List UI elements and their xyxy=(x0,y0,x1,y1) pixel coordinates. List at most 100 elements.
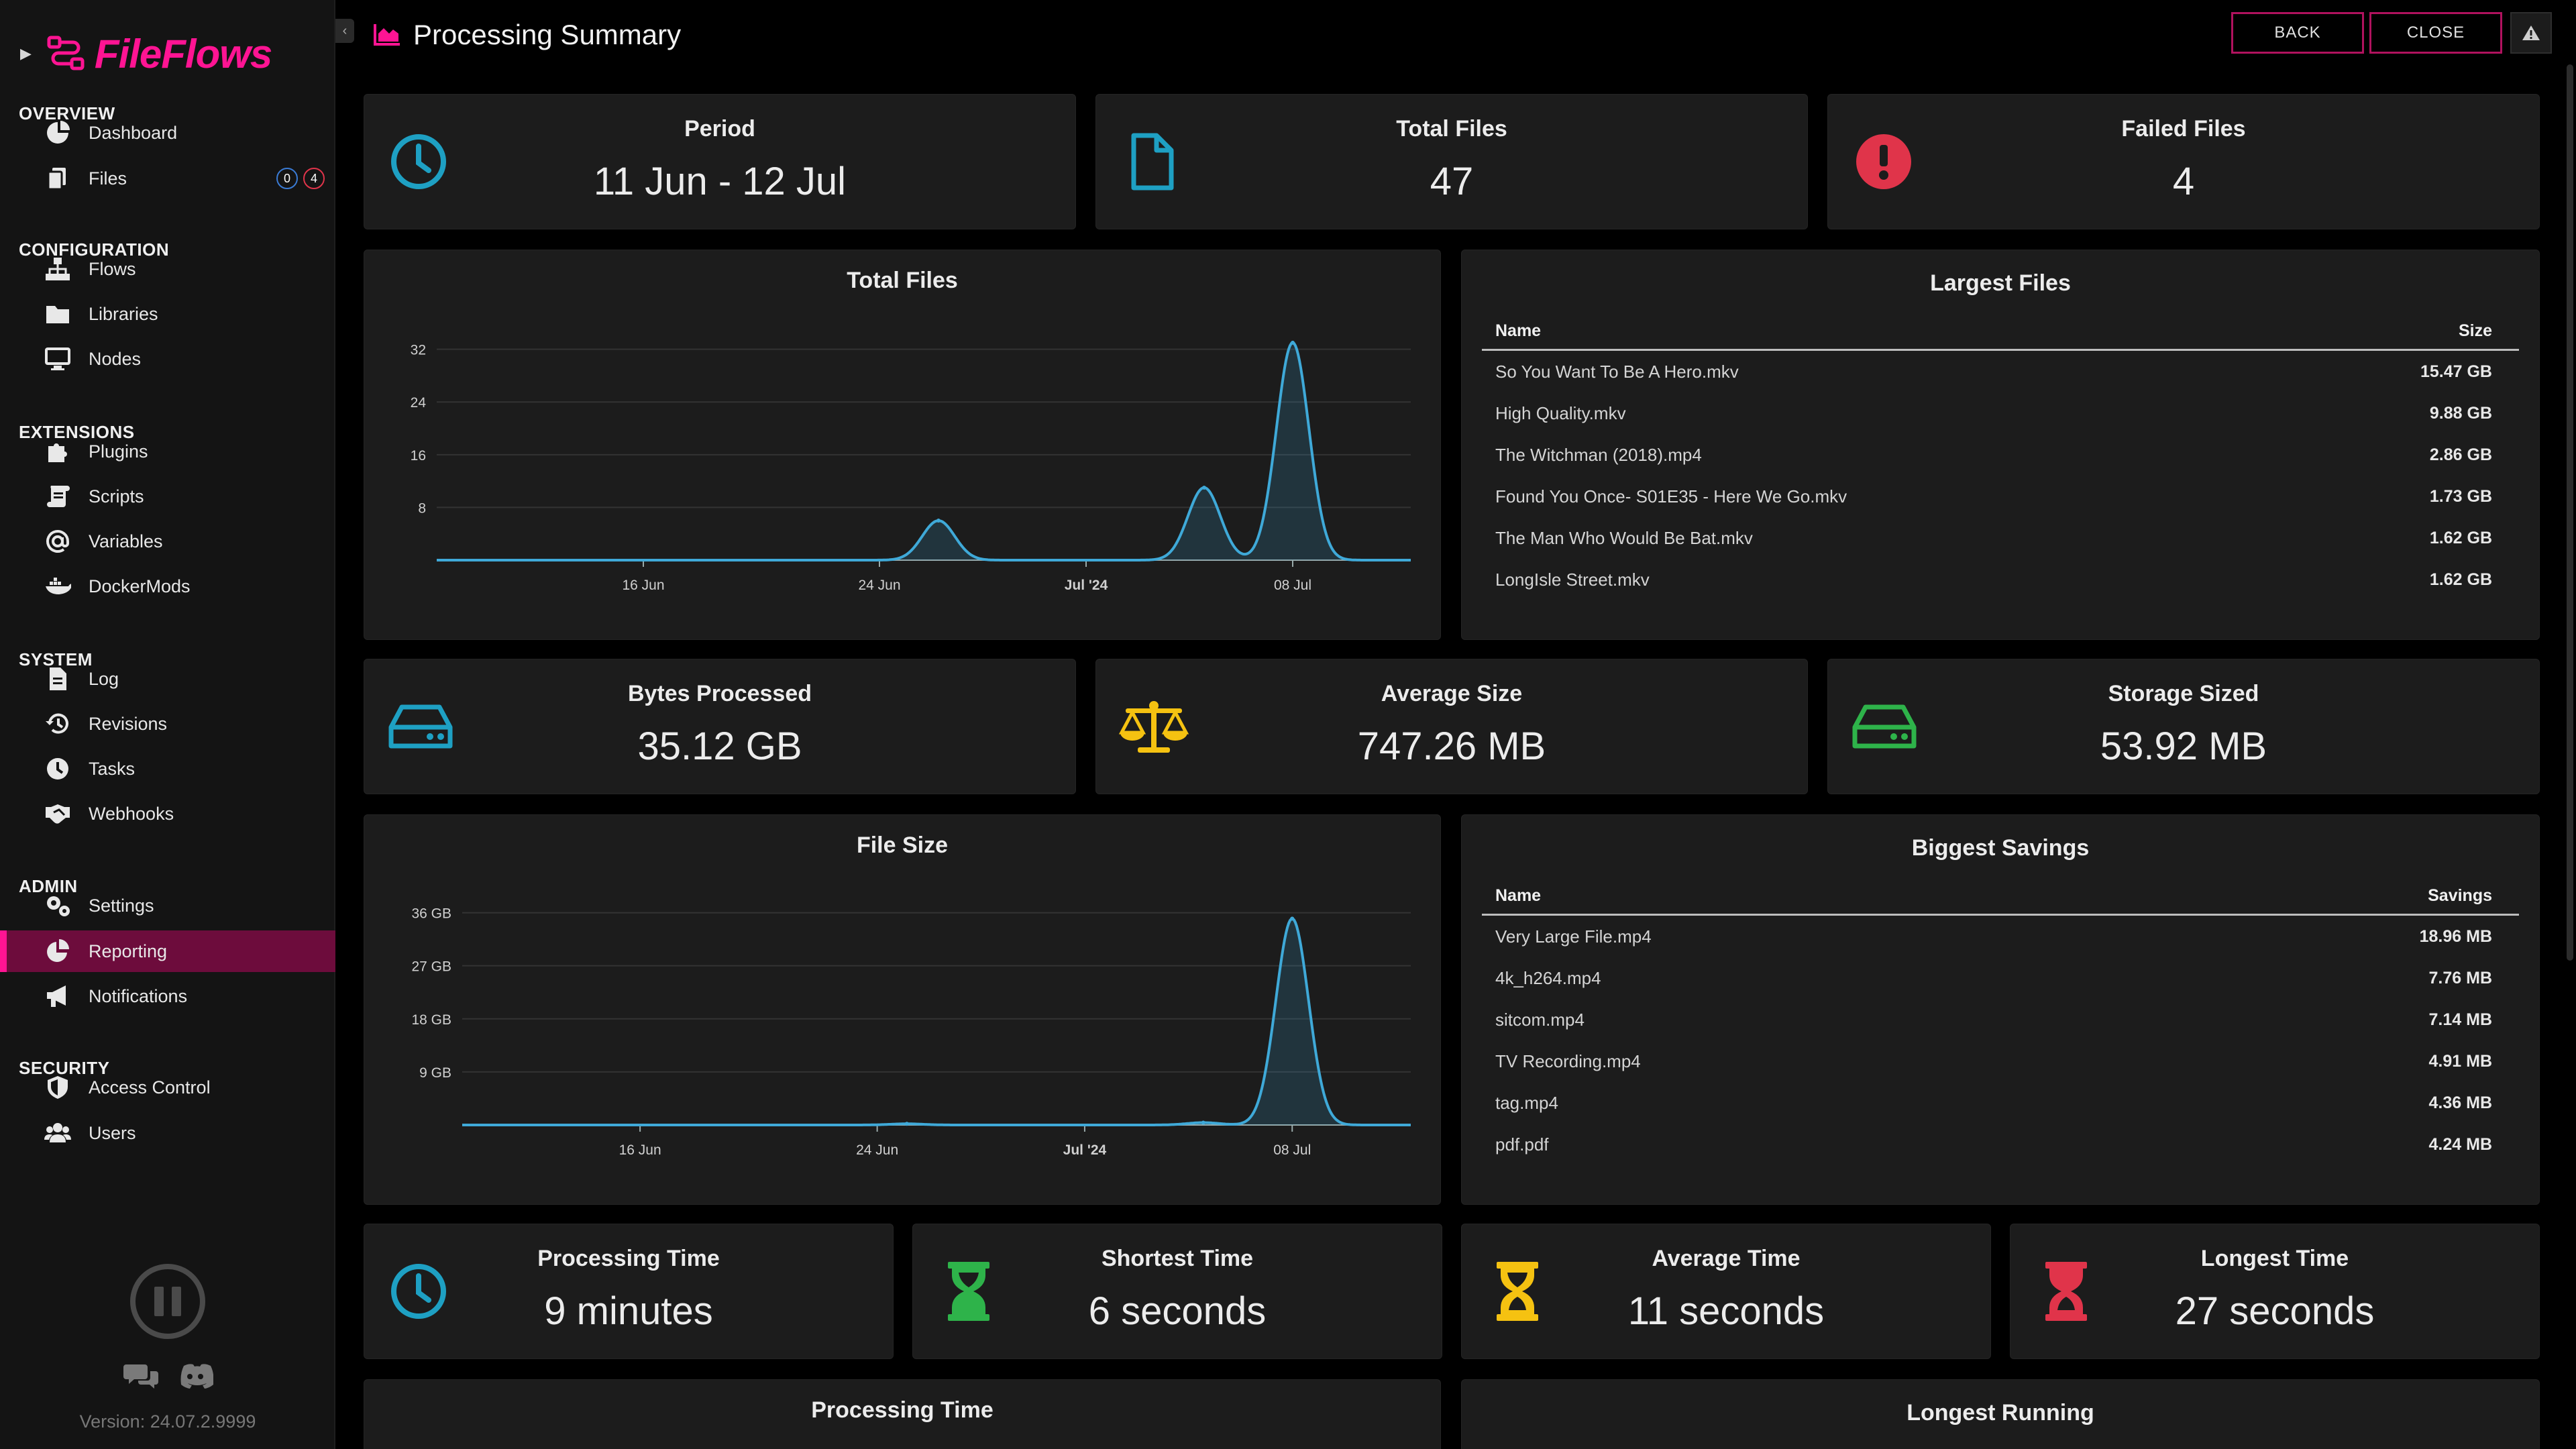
stat-label: Shortest Time xyxy=(1101,1246,1254,1271)
sidebar-item-label: Access Control xyxy=(89,1077,211,1097)
cell-name: The Man Who Would Be Bat.mkv xyxy=(1495,527,1753,548)
cell-name: Very Large File.mp4 xyxy=(1495,926,1652,947)
y-tick-label: 24 xyxy=(411,395,427,411)
table-row[interactable]: TV Recording.mp4 4.91 MB xyxy=(1482,1040,2519,1082)
stat-label: Storage Sized xyxy=(2108,681,2259,706)
x-tick-label: Jul '24 xyxy=(1063,1142,1107,1158)
data-point[interactable] xyxy=(1290,916,1295,921)
page-scrollbar[interactable] xyxy=(2567,64,2573,961)
sidebar-item-settings[interactable]: Settings xyxy=(0,885,335,926)
table-row[interactable]: The Man Who Would Be Bat.mkv 1.62 GB xyxy=(1482,517,2519,559)
stat-value: 747.26 MB xyxy=(1357,724,1546,768)
sidebar-item-label: Flows xyxy=(89,258,136,279)
folder-icon xyxy=(44,301,71,327)
sidebar-item-revisions[interactable]: Revisions xyxy=(0,703,335,745)
table-row[interactable]: 4k_h264.mp4 7.76 MB xyxy=(1482,957,2519,999)
file-lines-icon xyxy=(44,665,71,692)
cell-value: 7.76 MB xyxy=(2428,968,2492,987)
forum-icon[interactable] xyxy=(123,1362,160,1390)
app-logo[interactable]: ▶ FileFlows xyxy=(20,32,272,76)
y-tick-label: 32 xyxy=(411,343,426,358)
discord-icon[interactable] xyxy=(177,1362,213,1390)
sidebar-item-nodes[interactable]: Nodes xyxy=(0,338,335,380)
table-row[interactable]: Found You Once- S01E35 - Here We Go.mkv 1… xyxy=(1482,476,2519,517)
card-title: Biggest Savings xyxy=(1911,835,2090,861)
cell-value: 4.36 MB xyxy=(2428,1093,2492,1112)
sidebar-item-webhooks[interactable]: Webhooks xyxy=(0,793,335,835)
section-title-security: SECURITY xyxy=(19,1058,110,1078)
sidebar-item-plugins[interactable]: Plugins xyxy=(0,431,335,472)
pause-button[interactable] xyxy=(130,1264,205,1339)
column-header-name[interactable]: Name xyxy=(1495,886,1542,905)
desktop-icon xyxy=(44,345,71,372)
stat-label: Average Time xyxy=(1652,1246,1801,1271)
data-point[interactable] xyxy=(904,1122,909,1126)
stat-card-average-size: Average Size 747.26 MB xyxy=(1095,659,1808,794)
sidebar-item-files[interactable]: Files 0 4 xyxy=(0,158,335,199)
x-tick-label: 08 Jul xyxy=(1274,578,1311,593)
handshake-icon xyxy=(44,800,71,827)
table-row[interactable]: High Quality.mkv 9.88 GB xyxy=(1482,392,2519,434)
card-title: Largest Files xyxy=(1930,270,2071,296)
data-point[interactable] xyxy=(1201,1120,1205,1125)
sidebar-item-log[interactable]: Log xyxy=(0,658,335,700)
sidebar: ▶ FileFlows OVERVIEW Dashboard Files 0 4 CONF… xyxy=(0,0,335,1449)
y-tick-label: 18 GB xyxy=(411,1012,451,1028)
collapse-sidebar-button[interactable]: ‹ xyxy=(335,19,354,43)
sidebar-item-reporting[interactable]: Reporting xyxy=(0,930,335,972)
back-button[interactable]: BACK xyxy=(2231,12,2364,54)
history-icon xyxy=(44,710,71,737)
sidebar-item-scripts[interactable]: Scripts xyxy=(0,476,335,517)
table-row[interactable]: Very Large File.mp4 18.96 MB xyxy=(1482,916,2519,957)
sitemap-icon xyxy=(44,256,71,282)
section-title-system: SYSTEM xyxy=(19,649,93,669)
file-icon xyxy=(1131,133,1174,191)
y-tick-label: 27 GB xyxy=(411,959,451,975)
at-icon xyxy=(44,528,71,555)
gears-icon xyxy=(44,892,71,919)
sidebar-item-variables[interactable]: Variables xyxy=(0,521,335,562)
cell-name: The Witchman (2018).mp4 xyxy=(1495,444,1702,465)
column-header-name[interactable]: Name xyxy=(1495,321,1542,340)
stat-card-bytes-processed: Bytes Processed 35.12 GB xyxy=(364,659,1076,794)
data-point[interactable] xyxy=(1202,485,1206,490)
shield-icon xyxy=(44,1074,71,1101)
close-button[interactable]: CLOSE xyxy=(2369,12,2502,54)
data-point[interactable] xyxy=(936,519,941,523)
stat-value: 9 minutes xyxy=(544,1289,713,1333)
cell-name: sitcom.mp4 xyxy=(1495,1009,1585,1030)
series-area xyxy=(462,918,1411,1125)
sidebar-item-dockermods[interactable]: DockerMods xyxy=(0,566,335,607)
table-row[interactable]: pdf.pdf 4.24 MB xyxy=(1482,1124,2519,1165)
sidebar-item-libraries[interactable]: Libraries xyxy=(0,293,335,335)
largest-files-card: Largest Files Name Size So You Want To B… xyxy=(1461,250,2540,640)
cell-name: High Quality.mkv xyxy=(1495,402,1626,423)
file-size-chart: 9 GB 18 GB 27 GB 36 GB 16 Jun 24 Jun Jul '24 08… xyxy=(411,906,1411,1158)
caret-right-icon[interactable]: ▶ xyxy=(20,45,32,62)
sidebar-item-dashboard[interactable]: Dashboard xyxy=(0,112,335,154)
warning-button[interactable] xyxy=(2510,12,2552,54)
biggest-savings-table: Name Savings Very Large File.mp4 18.96 MB… xyxy=(1482,878,2519,1165)
column-header-savings[interactable]: Savings xyxy=(2428,886,2492,905)
column-header-size[interactable]: Size xyxy=(2458,321,2492,340)
sidebar-item-label: Tasks xyxy=(89,758,136,779)
sidebar-item-users[interactable]: Users xyxy=(0,1112,335,1154)
cell-value: 9.88 GB xyxy=(2429,403,2492,423)
cell-value: 1.62 GB xyxy=(2429,528,2492,547)
table-row[interactable]: So You Want To Be A Hero.mkv 15.47 GB xyxy=(1482,351,2519,392)
total-files-chart-card: Total Files 8 16 24 32 16 Jun 24 Jun Jul '24 08… xyxy=(364,250,1441,640)
cell-name: Found You Once- S01E35 - Here We Go.mkv xyxy=(1495,486,1847,506)
sidebar-item-tasks[interactable]: Tasks xyxy=(0,748,335,790)
chart-pie-icon xyxy=(44,938,71,965)
sidebar-item-access-control[interactable]: Access Control xyxy=(0,1067,335,1108)
sidebar-item-flows[interactable]: Flows xyxy=(0,248,335,290)
table-row[interactable]: tag.mp4 4.36 MB xyxy=(1482,1082,2519,1124)
stat-label: Period xyxy=(684,116,755,142)
table-row[interactable]: LongIsle Street.mkv 1.62 GB xyxy=(1482,559,2519,600)
data-point[interactable] xyxy=(1291,340,1295,345)
page-title-text: Processing Summary xyxy=(413,19,682,50)
table-row[interactable]: The Witchman (2018).mp4 2.86 GB xyxy=(1482,434,2519,476)
table-row[interactable]: sitcom.mp4 7.14 MB xyxy=(1482,999,2519,1040)
sidebar-item-notifications[interactable]: Notifications xyxy=(0,975,335,1017)
table-header: Name Size xyxy=(1482,313,2519,351)
